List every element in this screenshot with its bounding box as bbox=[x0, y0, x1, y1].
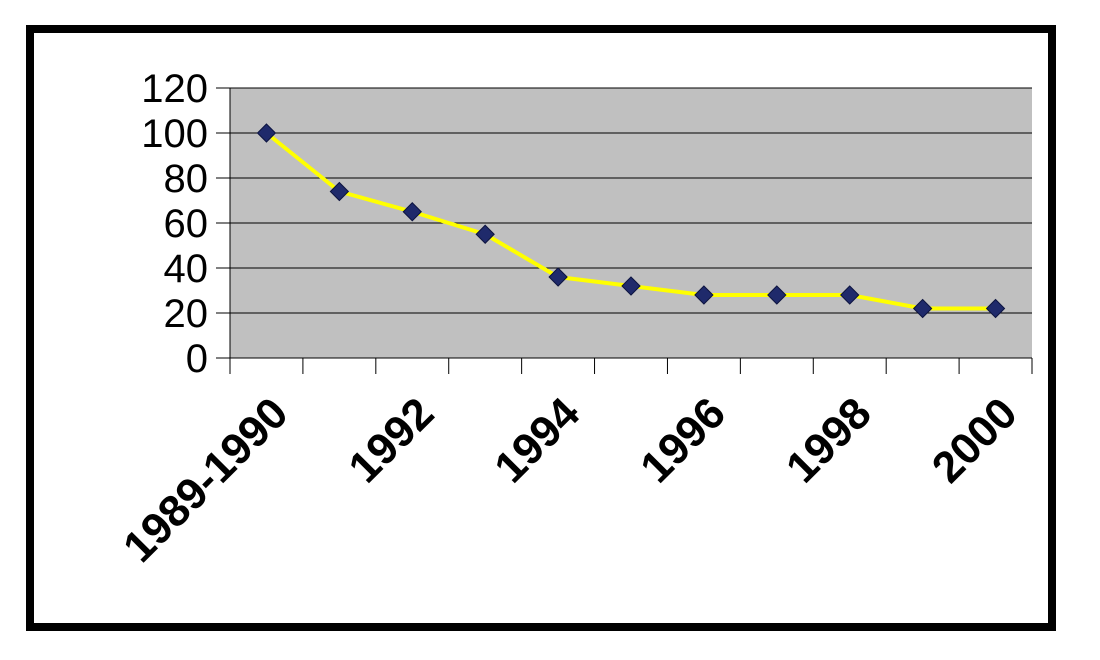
y-tick-label: 100 bbox=[141, 112, 208, 156]
x-tick-label: 1994 bbox=[485, 388, 589, 492]
y-tick-label: 80 bbox=[164, 157, 209, 201]
data-point-marker bbox=[767, 285, 787, 305]
x-tick-label: 1989-1990 bbox=[114, 388, 297, 571]
y-tick-label: 60 bbox=[164, 202, 209, 246]
x-axis: 1989-1990 1992 1994 1996 1998 2000 bbox=[114, 357, 1033, 572]
y-tick-label: 0 bbox=[186, 337, 208, 381]
data-point-marker bbox=[694, 285, 714, 305]
x-tick-label: 1998 bbox=[777, 388, 881, 492]
x-tick-label: 2000 bbox=[923, 388, 1027, 492]
data-point-marker bbox=[548, 267, 568, 287]
data-point-marker bbox=[329, 181, 350, 202]
x-tick-label: 1992 bbox=[339, 388, 443, 492]
data-point-marker bbox=[621, 276, 641, 296]
data-point-marker bbox=[475, 224, 495, 244]
gridlines bbox=[230, 87, 1032, 314]
y-tick-label: 120 bbox=[141, 67, 208, 111]
series-layer bbox=[256, 123, 1006, 319]
data-point-marker bbox=[912, 298, 933, 319]
y-tick-label: 40 bbox=[164, 247, 209, 291]
data-point-marker bbox=[256, 123, 277, 143]
x-tick-label: 1996 bbox=[631, 388, 735, 492]
data-point-marker bbox=[985, 298, 1006, 319]
data-point-marker bbox=[402, 202, 422, 222]
data-point-marker bbox=[840, 285, 860, 305]
y-tick-label: 20 bbox=[164, 292, 209, 336]
